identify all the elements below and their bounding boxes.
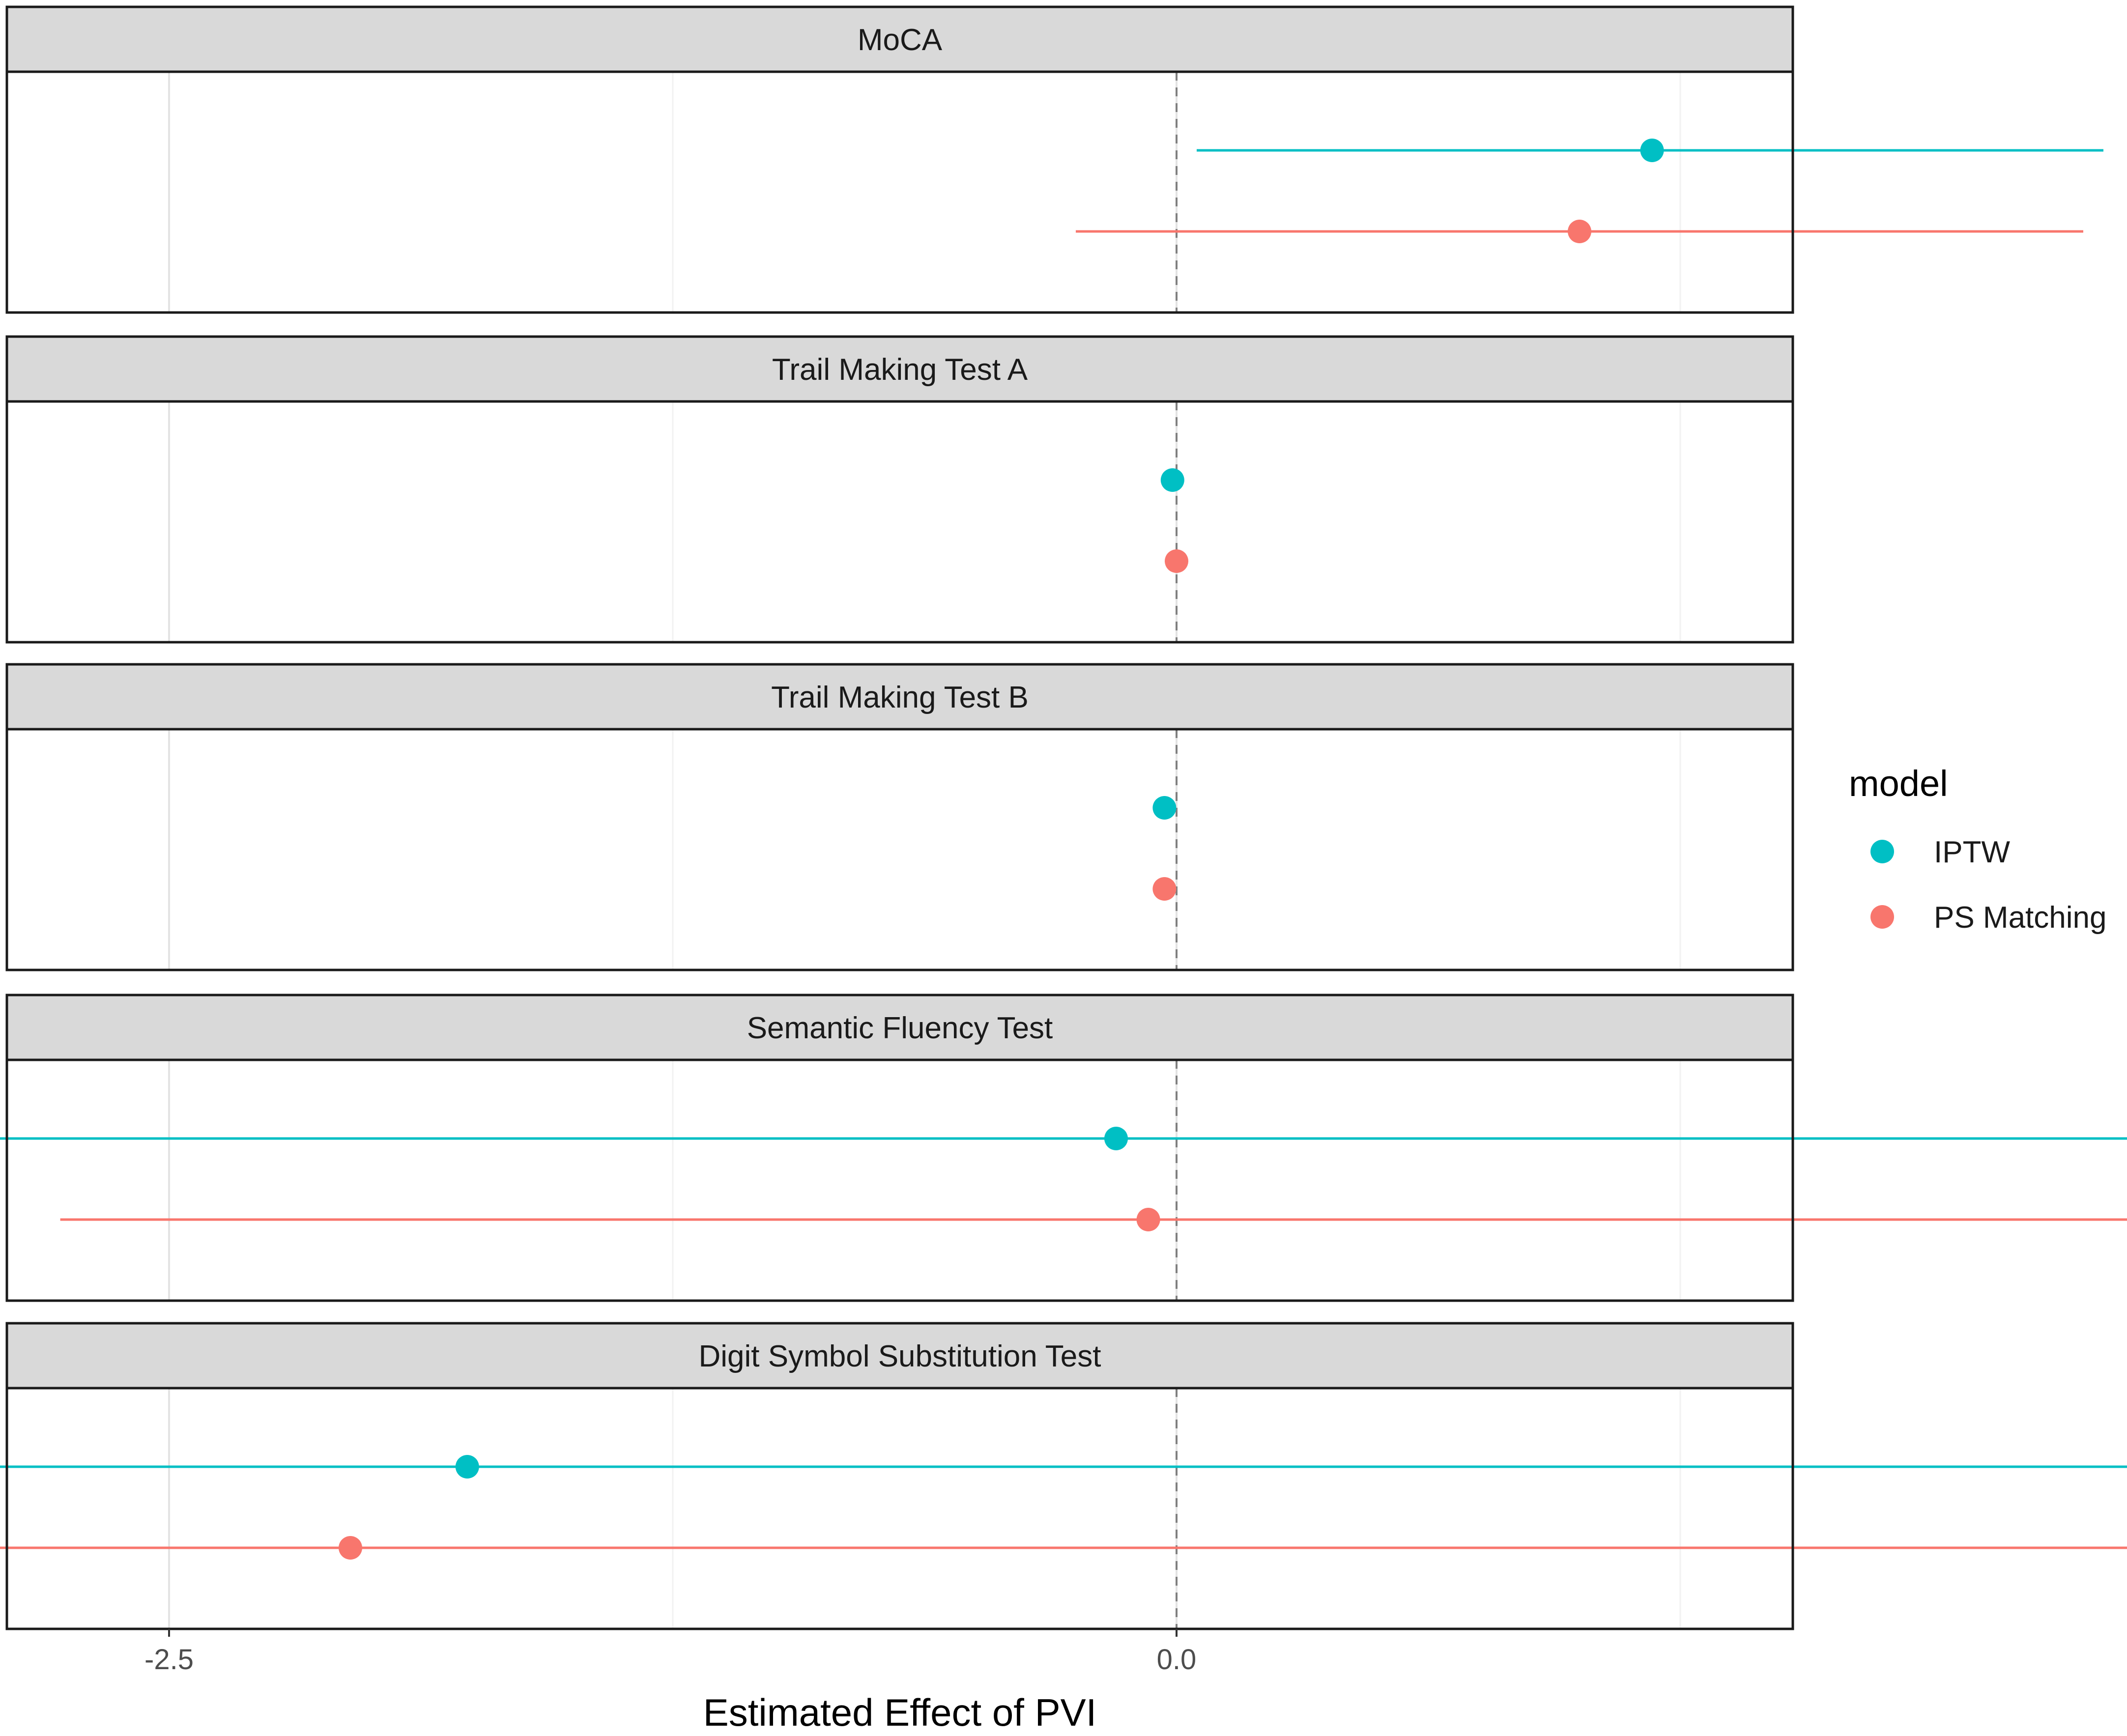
panel-background — [7, 1060, 1793, 1301]
estimate-point — [1104, 1127, 1128, 1150]
legend-marker — [1870, 905, 1894, 929]
facet-title: MoCA — [858, 23, 943, 57]
panel-background — [7, 1388, 1793, 1629]
facet-strip — [5, 1322, 1794, 1390]
panel-border — [5, 400, 1794, 644]
legend-title: model — [1849, 763, 1948, 804]
estimate-point — [455, 1455, 479, 1479]
panel-background — [7, 72, 1793, 313]
estimate-point — [1640, 139, 1664, 162]
facet-title: Digit Symbol Substitution Test — [698, 1339, 1101, 1373]
estimate-point — [1165, 549, 1188, 573]
panel-border — [5, 728, 1794, 971]
panel-background — [7, 401, 1793, 642]
panel-border — [5, 70, 1794, 314]
facet-strip — [5, 335, 1794, 403]
x-tick-label: -2.5 — [144, 1644, 194, 1676]
panel-background — [7, 729, 1793, 970]
legend-label: PS Matching — [1934, 901, 2107, 935]
legend-marker — [1870, 840, 1894, 863]
estimate-point — [1152, 877, 1177, 901]
estimate-point — [1568, 220, 1591, 243]
estimate-point — [1136, 1208, 1160, 1231]
x-tick-label: 0.0 — [1157, 1644, 1197, 1676]
facet-title: Trail Making Test B — [771, 681, 1029, 714]
facet-title: Semantic Fluency Test — [747, 1011, 1053, 1045]
facet-title: Trail Making Test A — [772, 353, 1028, 387]
panel-border — [5, 1387, 1794, 1630]
estimate-point — [339, 1536, 362, 1560]
estimate-point — [1152, 796, 1177, 820]
legend-label: IPTW — [1934, 835, 2010, 869]
facet-strip — [5, 5, 1794, 73]
panel-border — [5, 1058, 1794, 1302]
estimate-point — [1160, 468, 1184, 492]
x-axis-title: Estimated Effect of PVI — [703, 1691, 1097, 1734]
facet-strip — [5, 994, 1794, 1061]
